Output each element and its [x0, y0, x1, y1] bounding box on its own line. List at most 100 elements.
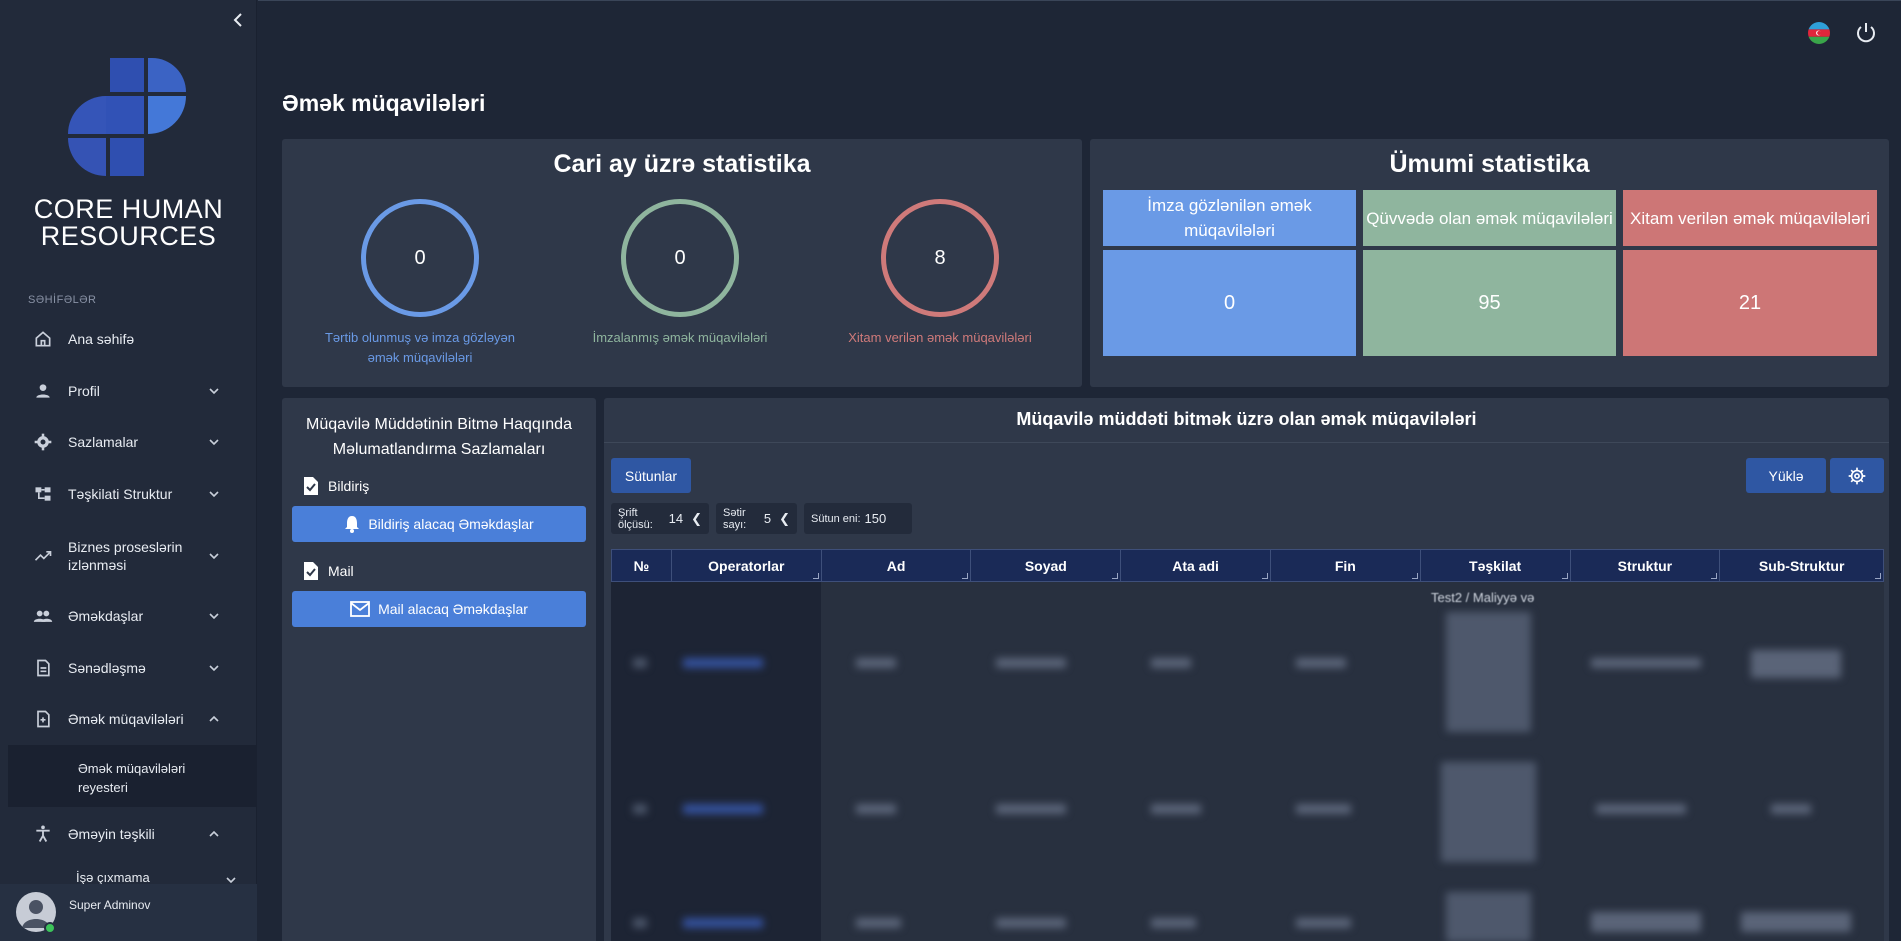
chevron-down-icon	[207, 384, 221, 398]
table-cell	[1596, 804, 1686, 814]
row-count-value: 5	[763, 511, 772, 526]
column-header-label: Ata adi	[1172, 557, 1219, 574]
column-header-number[interactable]: №	[612, 550, 672, 581]
user-profile-bar[interactable]: Super Adminov	[0, 884, 257, 941]
chevron-down-icon	[207, 609, 221, 623]
pending-contracts-value: 0	[414, 246, 426, 269]
column-header-name[interactable]: Ad	[822, 550, 972, 581]
column-header-organization[interactable]: Təşkilat	[1421, 550, 1571, 581]
online-status-indicator	[44, 922, 56, 934]
general-stats-panel: Ümumi statistika İmza gözlənilən əmək mü…	[1090, 139, 1889, 387]
sidebar-item-settings[interactable]: Sazlamalar	[16, 420, 241, 464]
sidebar-item-label: Əməkdaşlar	[68, 608, 144, 624]
table-cell	[1151, 918, 1196, 928]
columns-button[interactable]: Sütunlar	[611, 458, 691, 493]
column-width-value: 150	[864, 511, 887, 526]
gear-icon	[1848, 467, 1866, 484]
column-width-control[interactable]: Sütun eni: 150	[804, 503, 912, 534]
azerbaijan-flag-icon[interactable]	[1808, 22, 1830, 44]
sidebar-subitem-contracts-registry[interactable]: Əmək müqavilələri reyesteri	[8, 745, 257, 807]
table-cell	[996, 804, 1066, 814]
table-cell	[1151, 804, 1201, 814]
column-header-sub-structure[interactable]: Sub-Struktur	[1720, 550, 1883, 581]
table-cell	[1296, 658, 1346, 668]
column-header-surname[interactable]: Soyad	[971, 550, 1122, 581]
user-name: Super Adminov	[69, 898, 151, 912]
notice-employees-button-label: Bildiriş alacaq Əməkdaşlar	[368, 516, 534, 532]
sidebar-item-home[interactable]: Ana səhifə	[16, 317, 241, 361]
table-cell-partial-text: Test2 / Maliyyə və	[1431, 590, 1535, 605]
table-cell[interactable]	[683, 658, 763, 668]
chevron-down-icon	[207, 435, 221, 449]
table-cell[interactable]	[683, 804, 763, 814]
collapse-sidebar-icon[interactable]	[230, 10, 248, 30]
download-button[interactable]: Yüklə	[1746, 458, 1826, 493]
column-resize-handle[interactable]	[1411, 573, 1418, 579]
table-cell	[1741, 912, 1851, 932]
font-size-label: Şrift ölçüsü:	[618, 506, 653, 531]
mail-employees-button[interactable]: Mail alacaq Əməkdaşlar	[292, 591, 586, 627]
column-header-father-name[interactable]: Ata adi	[1121, 550, 1271, 581]
column-header-operators[interactable]: Operatorlar	[672, 550, 822, 581]
current-month-stats-title: Cari ay üzrə statistika	[553, 150, 811, 178]
column-resize-handle[interactable]	[1561, 573, 1568, 579]
table-cell	[1771, 804, 1811, 814]
notice-employees-button[interactable]: Bildiriş alacaq Əməkdaşlar	[292, 506, 586, 542]
sidebar-item-work-organization[interactable]: Əməyin təşkili	[16, 812, 241, 856]
expiring-contracts-panel: Müqavilə müddəti bitmək üzrə olan əmək m…	[604, 398, 1889, 941]
sidebar-item-label: Əməyin təşkili	[68, 826, 155, 842]
sidebar-item-labor-contracts[interactable]: Əmək müqavilələri	[16, 697, 241, 741]
person-icon	[30, 378, 56, 404]
sidebar-item-employees[interactable]: Əməkdaşlar	[16, 594, 241, 638]
column-resize-handle[interactable]	[1261, 573, 1268, 579]
page-title: Əmək müqavilələri	[282, 90, 486, 116]
sidebar-item-label: Sazlamalar	[68, 434, 139, 450]
sidebar-subitem-absence[interactable]: İşə çıxmama	[76, 870, 150, 884]
brand-name: CORE HUMAN RESOURCES	[33, 194, 224, 251]
gear-icon	[30, 429, 56, 455]
column-header-label: Ad	[886, 557, 906, 574]
column-header-label: Operatorlar	[708, 557, 785, 574]
column-resize-handle[interactable]	[1711, 573, 1718, 579]
row-count-control[interactable]: Sətir sayı: 5 ❮	[716, 503, 797, 534]
row-count-label: Sətir sayı:	[723, 506, 747, 531]
column-resize-handle[interactable]	[812, 573, 819, 579]
sidebar-item-business-processes[interactable]: Biznes proseslərin izlənməsi	[16, 530, 241, 582]
column-header-label: Fin	[1334, 557, 1356, 574]
table-cell	[996, 918, 1066, 928]
sidebar-item-org-structure[interactable]: Təşkilati Struktur	[16, 472, 241, 516]
table-cell	[633, 658, 647, 668]
document-check-icon	[304, 477, 318, 495]
terminated-contracts-circle: 8	[881, 199, 999, 317]
column-header-label: Struktur	[1617, 557, 1673, 574]
column-header-label: Soyad	[1024, 557, 1067, 574]
mail-employees-button-label: Mail alacaq Əməkdaşlar	[378, 601, 528, 617]
org-structure-icon	[30, 481, 56, 507]
font-size-control[interactable]: Şrift ölçüsü: 14 ❮	[611, 503, 709, 534]
table-cell	[1151, 658, 1191, 668]
table-cell	[1591, 912, 1701, 932]
column-resize-handle[interactable]	[962, 573, 969, 579]
notification-settings-title: Müqavilə Müddətinin Bitmə Haqqında Məlum…	[306, 416, 572, 458]
sidebar-item-documentation[interactable]: Sənədləşmə	[16, 646, 241, 690]
power-logout-icon[interactable]	[1854, 21, 1878, 45]
home-icon	[30, 326, 56, 352]
chevron-left-icon[interactable]: ❮	[779, 510, 790, 526]
bell-icon	[345, 516, 360, 533]
table-cell	[856, 658, 896, 668]
awaiting-signature-value: 0	[1103, 250, 1356, 356]
table-cell[interactable]	[683, 918, 763, 928]
font-size-value: 14	[668, 511, 684, 526]
top-bar	[258, 0, 1901, 66]
frozen-columns-area	[611, 582, 821, 941]
sidebar-item-profile[interactable]: Profil	[16, 369, 241, 413]
column-header-structure[interactable]: Struktur	[1571, 550, 1721, 581]
column-resize-handle[interactable]	[1112, 573, 1119, 579]
column-header-fin[interactable]: Fin	[1271, 550, 1421, 581]
table-cell	[1441, 762, 1536, 862]
chevron-left-icon[interactable]: ❮	[691, 510, 702, 526]
table-settings-button[interactable]	[1830, 458, 1884, 493]
divider	[604, 442, 1889, 443]
sidebar-item-label: Əmək müqavilələri	[68, 711, 184, 727]
column-resize-handle[interactable]	[1875, 573, 1882, 579]
